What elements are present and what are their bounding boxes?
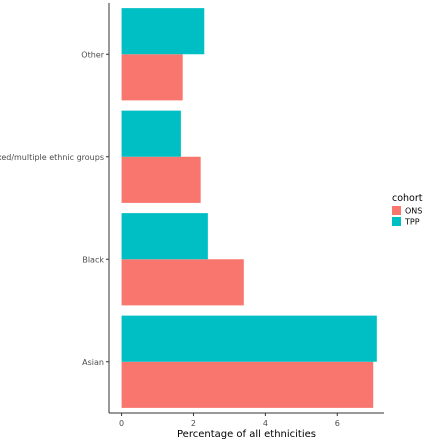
legend: cohort ONS TPP — [392, 193, 423, 227]
x-tick-label-2: 2 — [191, 419, 196, 428]
y-tick-label-other: Other — [81, 50, 104, 59]
y-tick-label-mixed-multiple-ethnic-groups: Mixed/multiple ethnic groups — [0, 153, 104, 162]
legend-key-ons — [392, 206, 401, 215]
bar-mixed-multiple-ethnic-groups-tpp — [121, 110, 181, 157]
bar-asian-ons — [121, 361, 374, 408]
x-tick-label-0: 0 — [119, 419, 124, 428]
y-tick-label-asian: Asian — [82, 358, 104, 367]
x-axis-title: Percentage of all ethnicities — [177, 429, 316, 440]
bar-asian-tpp — [121, 315, 377, 362]
legend-label-tpp: TPP — [404, 218, 420, 227]
legend-items: ONS TPP — [392, 206, 422, 227]
y-tick-label-black: Black — [82, 255, 104, 264]
x-tick-label-6: 6 — [335, 419, 340, 428]
legend-label-ons: ONS — [405, 207, 422, 216]
bar-other-tpp — [121, 8, 205, 55]
bar-mixed-multiple-ethnic-groups-ons — [121, 156, 201, 203]
bar-black-tpp — [121, 213, 208, 260]
bar-black-ons — [121, 259, 244, 306]
bar-other-ons — [121, 54, 183, 101]
bars-layer — [121, 8, 377, 408]
x-axis-ticks: 0 2 4 6 — [119, 413, 340, 428]
x-tick-label-4: 4 — [263, 419, 268, 428]
legend-title: cohort — [392, 193, 423, 204]
legend-key-tpp — [392, 217, 401, 226]
y-axis-ticks: Asian Black Mixed/multiple ethnic groups Ot… — [0, 50, 109, 367]
